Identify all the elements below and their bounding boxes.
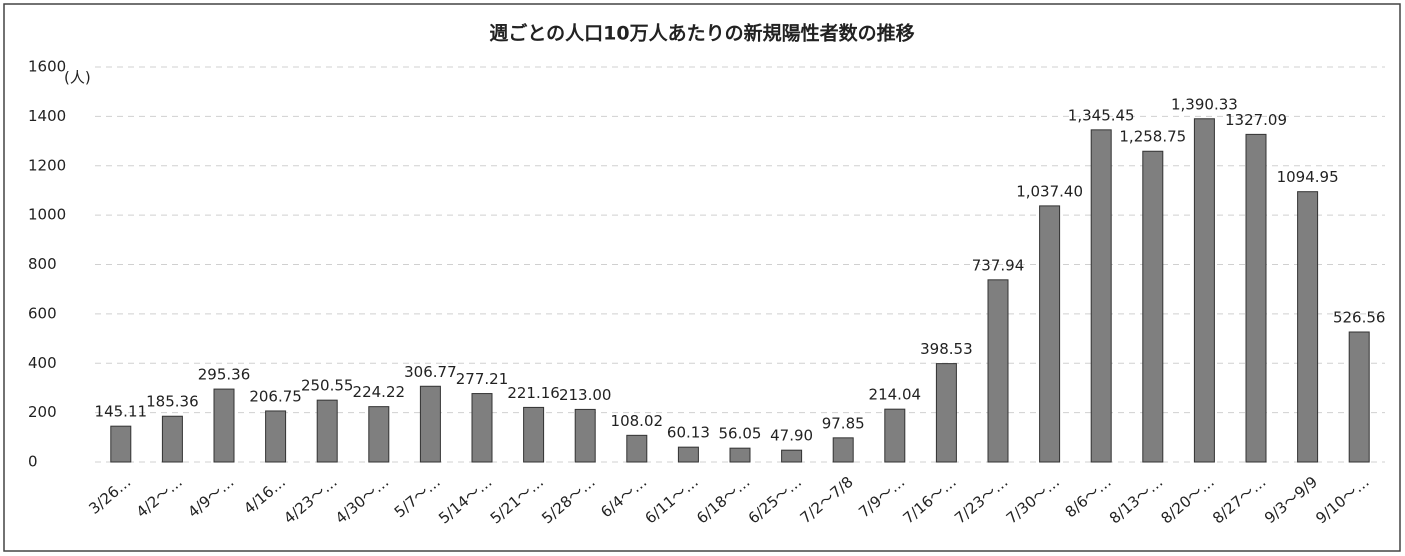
data-label: 56.05 [719,425,762,443]
data-label: 398.53 [920,340,973,358]
chart-border [3,3,1401,552]
data-label: 250.55 [301,377,354,395]
bar [677,446,699,463]
data-label: 47.90 [770,427,813,445]
data-label: 1,390.33 [1171,95,1238,113]
y-tick-label: 400 [28,354,57,372]
data-label: 213.00 [559,386,612,404]
bar [884,408,906,463]
y-tick-label: 0 [28,453,38,471]
bar [1090,129,1112,463]
bar [729,447,751,463]
data-label: 1,037.40 [1016,182,1083,200]
data-label: 526.56 [1333,309,1386,327]
bar [1142,150,1164,463]
y-tick-label: 800 [28,255,57,273]
bar [265,410,287,463]
bar [1039,205,1061,463]
data-label: 214.04 [869,386,922,404]
data-label: 224.22 [353,383,406,401]
data-label: 1327.09 [1225,111,1287,129]
data-label: 1,258.75 [1119,128,1186,146]
bar [1193,118,1215,463]
bar [213,388,235,463]
y-tick-label: 1200 [28,156,66,174]
y-tick-label: 200 [28,403,57,421]
data-label: 737.94 [972,256,1025,274]
y-tick-label: 1000 [28,206,66,224]
bar [419,385,441,463]
data-label: 206.75 [249,387,302,405]
bar [523,406,545,463]
y-tick-label: 1400 [28,107,66,125]
data-label: 108.02 [611,412,664,430]
bar [935,363,957,463]
bar [1245,133,1267,463]
y-tick-label: 600 [28,304,57,322]
data-label: 97.85 [822,414,865,432]
bar [1348,331,1370,463]
bar [574,408,596,463]
data-label: 60.13 [667,424,710,442]
bar [110,425,132,463]
data-label: 295.36 [198,366,251,384]
chart-title: 週ごとの人口10万人あたりの新規陽性者数の推移 [489,22,914,45]
bar [316,399,338,463]
bar [368,406,390,463]
bar [832,437,854,463]
bar [471,393,493,463]
y-unit: (人) [64,69,91,87]
y-tick-label: 1600 [28,58,66,76]
bar [161,415,183,463]
data-label: 221.16 [507,384,560,402]
bar [626,434,648,463]
bar [987,279,1009,463]
data-label: 185.36 [146,393,199,411]
bar [781,449,803,463]
data-label: 1094.95 [1277,168,1339,186]
data-label: 1,345.45 [1068,106,1135,124]
data-label: 277.21 [456,370,509,388]
data-label: 145.11 [95,403,148,421]
data-label: 306.77 [404,363,457,381]
bar [1297,191,1319,463]
